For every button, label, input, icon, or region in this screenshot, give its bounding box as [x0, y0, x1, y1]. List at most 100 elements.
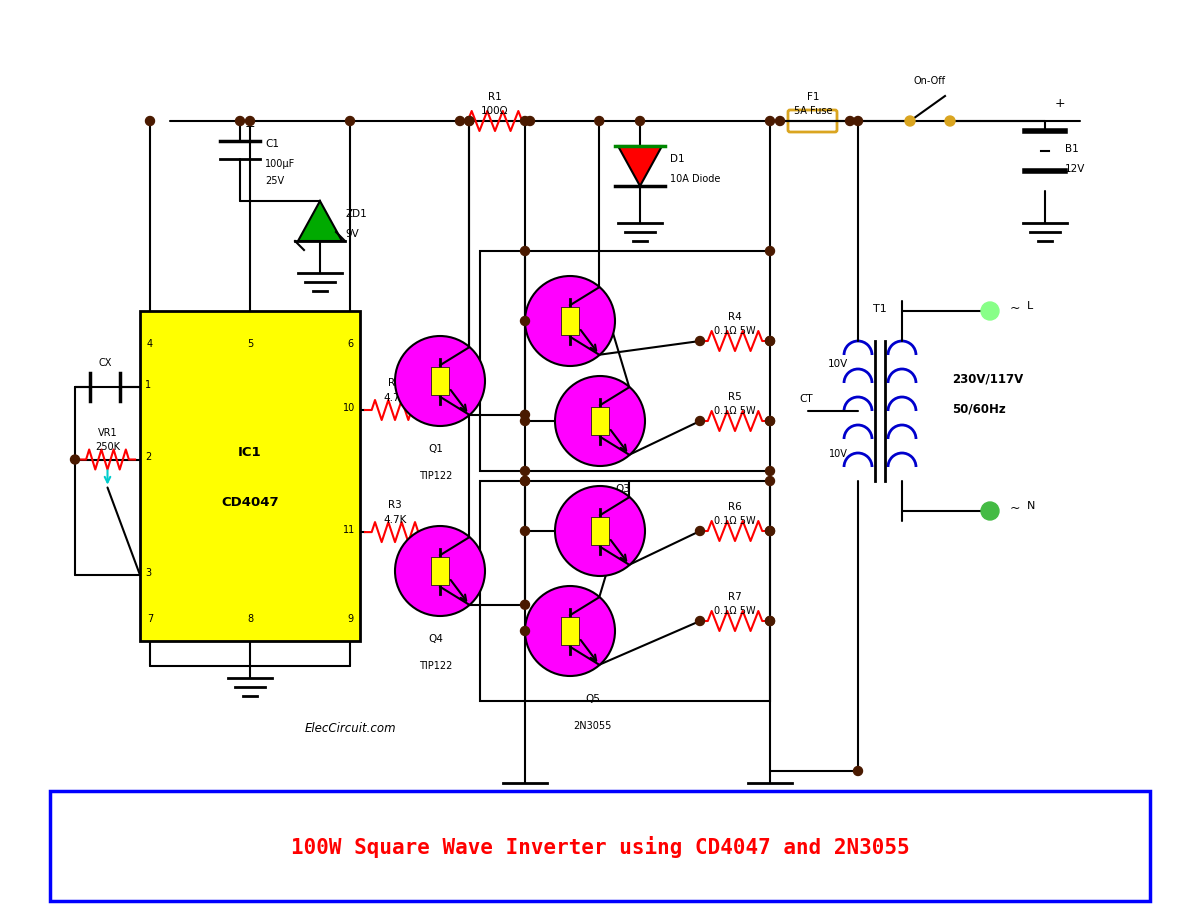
Circle shape — [775, 118, 785, 127]
FancyBboxPatch shape — [50, 791, 1150, 901]
Text: 25V: 25V — [265, 176, 284, 186]
Text: 5: 5 — [247, 339, 253, 349]
Circle shape — [696, 527, 704, 536]
Text: B1: B1 — [1064, 144, 1079, 154]
Text: ElecCircuit.com: ElecCircuit.com — [304, 722, 396, 734]
Circle shape — [521, 467, 529, 476]
Text: 10: 10 — [343, 403, 355, 413]
Circle shape — [696, 617, 704, 626]
Circle shape — [766, 527, 774, 536]
Text: Q4: Q4 — [428, 633, 443, 643]
Text: 4.7K: 4.7K — [383, 393, 407, 403]
Text: 0.1Ω 5W: 0.1Ω 5W — [714, 605, 756, 615]
Circle shape — [456, 118, 464, 127]
Circle shape — [145, 118, 155, 127]
Text: 2N3055: 2N3055 — [574, 720, 612, 730]
Text: 100W Square Wave Inverter using CD4047 and 2N3055: 100W Square Wave Inverter using CD4047 a… — [290, 835, 910, 857]
Circle shape — [521, 411, 529, 420]
Text: ~: ~ — [1010, 302, 1020, 314]
Text: TIP122: TIP122 — [419, 660, 452, 670]
Circle shape — [235, 118, 245, 127]
Text: R2: R2 — [388, 377, 402, 387]
Text: 0.1Ω 5W: 0.1Ω 5W — [714, 516, 756, 526]
Circle shape — [521, 477, 529, 486]
Text: 1: 1 — [145, 380, 151, 390]
Text: 2N3055: 2N3055 — [590, 426, 628, 436]
Text: 250K: 250K — [95, 442, 120, 452]
Text: 9: 9 — [347, 613, 353, 623]
Circle shape — [464, 118, 474, 127]
Circle shape — [521, 417, 529, 426]
Circle shape — [464, 118, 474, 127]
Circle shape — [696, 417, 704, 426]
Text: ZD1: ZD1 — [346, 209, 367, 219]
Text: R5: R5 — [728, 392, 742, 402]
Text: ~: ~ — [1010, 501, 1020, 515]
Circle shape — [766, 247, 774, 256]
Text: 11: 11 — [343, 525, 355, 535]
Text: 230V/117V: 230V/117V — [952, 372, 1024, 384]
Circle shape — [766, 417, 774, 426]
Circle shape — [982, 503, 998, 520]
Circle shape — [766, 617, 774, 626]
Polygon shape — [298, 201, 342, 241]
Circle shape — [905, 117, 914, 127]
Text: VR1: VR1 — [97, 427, 118, 437]
Circle shape — [521, 627, 529, 636]
Text: +: + — [1055, 97, 1066, 110]
Text: On-Off: On-Off — [914, 76, 946, 86]
Text: R6: R6 — [728, 501, 742, 511]
Text: 0.1Ω 5W: 0.1Ω 5W — [714, 325, 756, 335]
Circle shape — [521, 118, 529, 127]
Text: 4.7K: 4.7K — [383, 515, 407, 525]
FancyBboxPatch shape — [431, 367, 449, 396]
Circle shape — [521, 247, 529, 256]
Circle shape — [766, 527, 774, 536]
Circle shape — [521, 600, 529, 609]
Text: 3: 3 — [145, 568, 151, 578]
Circle shape — [521, 527, 529, 536]
Circle shape — [595, 118, 604, 127]
FancyBboxPatch shape — [592, 517, 610, 546]
Circle shape — [526, 118, 534, 127]
Circle shape — [636, 118, 644, 127]
Text: 100μF: 100μF — [265, 159, 295, 169]
Circle shape — [766, 337, 774, 346]
Text: D1: D1 — [670, 154, 685, 164]
Text: 7: 7 — [146, 613, 154, 623]
Text: CD4047: CD4047 — [221, 495, 278, 508]
Text: F1: F1 — [806, 92, 820, 102]
Text: T1: T1 — [874, 303, 887, 313]
Circle shape — [521, 477, 529, 486]
Text: Q6: Q6 — [601, 454, 617, 464]
Circle shape — [982, 302, 998, 321]
Circle shape — [766, 417, 774, 426]
Text: 4: 4 — [146, 339, 154, 349]
Circle shape — [71, 456, 79, 465]
Text: R1: R1 — [488, 92, 502, 102]
Text: 12V: 12V — [1064, 164, 1085, 174]
Circle shape — [766, 467, 774, 476]
Text: 8: 8 — [247, 613, 253, 623]
Text: 100Ω: 100Ω — [481, 106, 509, 116]
Ellipse shape — [526, 587, 616, 676]
Text: Q3: Q3 — [616, 483, 630, 493]
Text: 2N3055: 2N3055 — [604, 510, 642, 520]
Text: R7: R7 — [728, 591, 742, 601]
Ellipse shape — [395, 337, 485, 426]
Circle shape — [853, 118, 863, 127]
Text: Q2: Q2 — [586, 384, 600, 394]
Text: 10V: 10V — [828, 359, 848, 369]
Text: 10V: 10V — [829, 448, 848, 458]
Circle shape — [766, 617, 774, 626]
Text: 2N3055: 2N3055 — [574, 410, 612, 420]
Text: 9V: 9V — [346, 229, 359, 239]
Text: 10A Diode: 10A Diode — [670, 174, 720, 184]
Circle shape — [696, 337, 704, 346]
Text: TIP122: TIP122 — [419, 470, 452, 480]
Circle shape — [846, 118, 854, 127]
FancyBboxPatch shape — [140, 312, 360, 641]
Circle shape — [766, 118, 774, 127]
FancyBboxPatch shape — [562, 617, 580, 646]
Circle shape — [766, 477, 774, 486]
